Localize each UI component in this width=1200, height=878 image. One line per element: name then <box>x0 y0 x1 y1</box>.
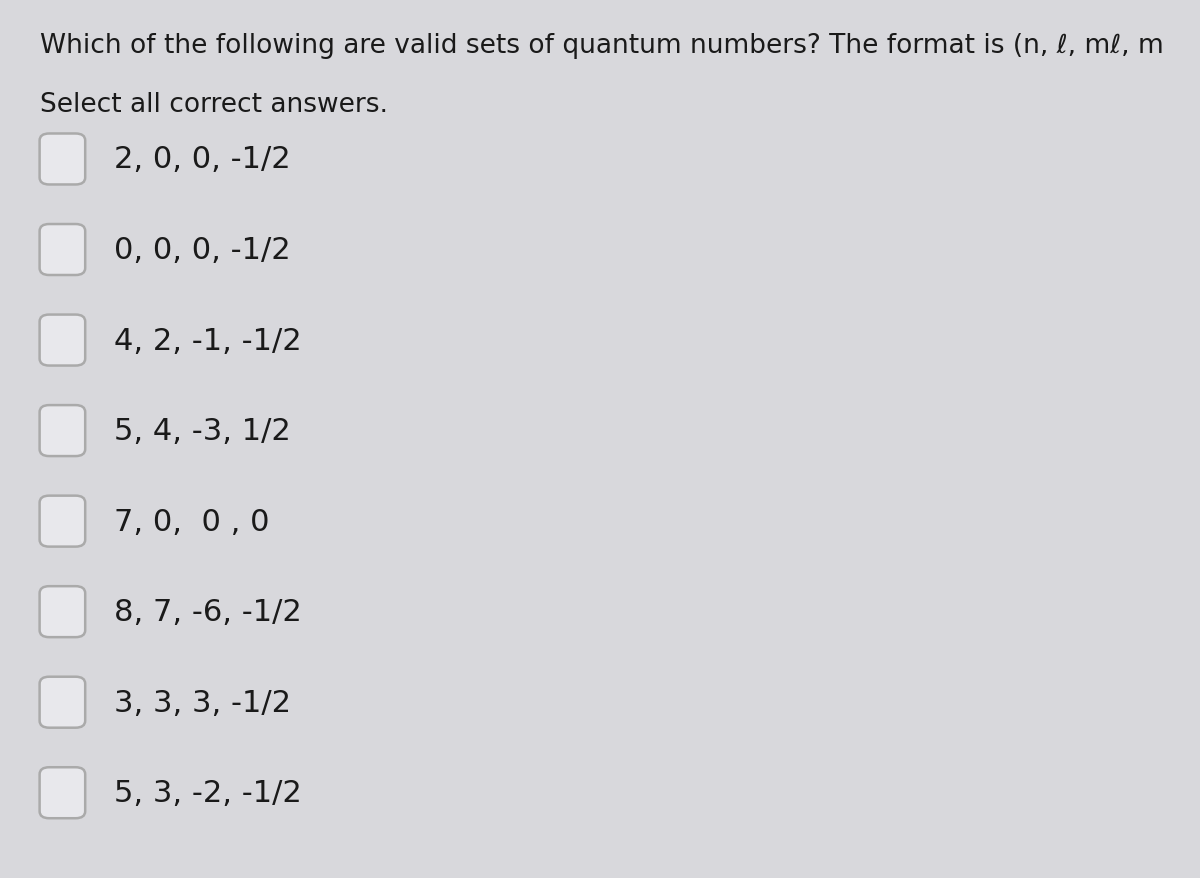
FancyBboxPatch shape <box>40 587 85 637</box>
FancyBboxPatch shape <box>40 767 85 818</box>
Text: 5, 4, -3, 1/2: 5, 4, -3, 1/2 <box>114 417 290 445</box>
Text: 4, 2, -1, -1/2: 4, 2, -1, -1/2 <box>114 327 301 355</box>
Text: 5, 3, -2, -1/2: 5, 3, -2, -1/2 <box>114 779 301 807</box>
FancyBboxPatch shape <box>40 134 85 185</box>
FancyBboxPatch shape <box>40 406 85 457</box>
Text: Select all correct answers.: Select all correct answers. <box>40 92 388 119</box>
Text: 2, 0, 0, -1/2: 2, 0, 0, -1/2 <box>114 146 290 174</box>
Text: 8, 7, -6, -1/2: 8, 7, -6, -1/2 <box>114 598 301 626</box>
FancyBboxPatch shape <box>40 677 85 728</box>
Text: 3, 3, 3, -1/2: 3, 3, 3, -1/2 <box>114 688 292 716</box>
Text: 7, 0,  0 , 0: 7, 0, 0 , 0 <box>114 507 270 536</box>
FancyBboxPatch shape <box>40 225 85 276</box>
Text: Which of the following are valid sets of quantum numbers? The format is (n, ℓ, m: Which of the following are valid sets of… <box>40 33 1163 60</box>
FancyBboxPatch shape <box>40 496 85 547</box>
Text: 0, 0, 0, -1/2: 0, 0, 0, -1/2 <box>114 236 290 264</box>
FancyBboxPatch shape <box>40 315 85 366</box>
